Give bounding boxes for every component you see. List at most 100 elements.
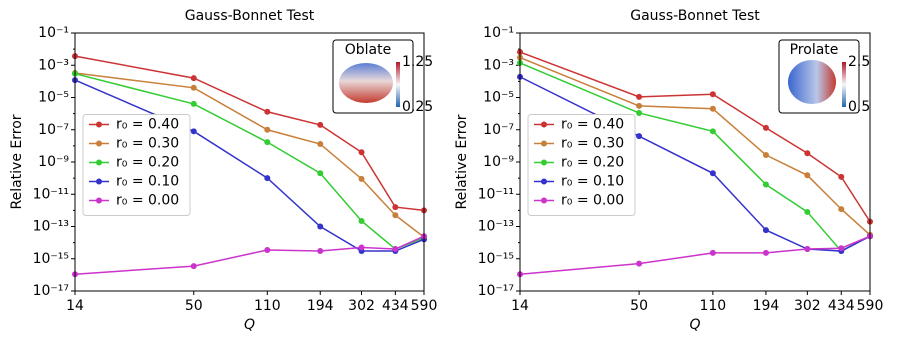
- series-line: [519, 235, 871, 275]
- legend-marker: [96, 121, 102, 128]
- x-tick-label: 50: [185, 298, 203, 314]
- x-tick-label: 14: [66, 298, 84, 314]
- legend-label: r₀ = 0.20: [561, 155, 624, 171]
- legend-marker: [541, 197, 547, 204]
- y-tick-label: 10⁻¹⁷: [478, 283, 514, 299]
- inset-label: Prolate: [790, 42, 839, 58]
- y-tick-label: 10⁻¹: [38, 25, 69, 41]
- y-tick-label: 10⁻³: [483, 57, 514, 73]
- data-point: [709, 249, 716, 256]
- x-axis-label: Q: [689, 317, 700, 333]
- y-axis-label: Relative Error: [9, 114, 25, 209]
- legend-marker: [541, 121, 547, 128]
- legend-marker: [96, 178, 102, 185]
- data-point: [636, 109, 643, 116]
- legend-label: r₀ = 0.00: [116, 193, 179, 209]
- legend-label: r₀ = 0.40: [561, 117, 624, 133]
- legend-marker: [541, 178, 547, 185]
- data-point: [264, 108, 271, 115]
- data-point: [762, 227, 769, 234]
- data-point: [804, 150, 811, 157]
- y-tick-label: 10⁻¹⁵: [478, 251, 514, 267]
- y-tick-label: 10⁻¹⁵: [33, 251, 69, 267]
- data-point: [636, 133, 643, 140]
- inset-shape: [788, 60, 836, 104]
- y-tick-label: 10⁻¹⁷: [33, 283, 69, 299]
- data-point: [392, 204, 399, 211]
- y-tick-label: 10⁻³: [38, 57, 69, 73]
- legend-marker: [96, 197, 102, 204]
- legend-label: r₀ = 0.30: [116, 136, 179, 152]
- inset-label: Oblate: [345, 42, 391, 58]
- legend-marker: [541, 159, 547, 166]
- series-line: [74, 235, 425, 275]
- colorbar-label: 1.25: [402, 54, 433, 70]
- colorbar-label: 2.5: [848, 54, 870, 70]
- chart-title: Gauss-Bonnet Test: [185, 8, 315, 24]
- data-point: [264, 175, 271, 182]
- data-point: [358, 217, 365, 224]
- y-tick-label: 10⁻⁵: [483, 90, 514, 106]
- data-point: [264, 139, 271, 146]
- data-point: [317, 223, 324, 230]
- data-point: [358, 244, 365, 251]
- y-tick-label: 10⁻⁷: [38, 122, 69, 138]
- data-point: [317, 248, 324, 255]
- x-tick-label: 50: [630, 298, 648, 314]
- x-tick-label: 194: [753, 298, 780, 314]
- x-tick-label: 434: [828, 298, 855, 314]
- x-tick-label: 590: [411, 298, 438, 314]
- data-point: [709, 105, 716, 112]
- y-tick-label: 10⁻¹³: [478, 219, 514, 235]
- data-point: [804, 246, 811, 253]
- x-tick-label: 302: [794, 298, 821, 314]
- legend-marker: [541, 140, 547, 147]
- y-axis-label: Relative Error: [454, 114, 470, 209]
- data-point: [392, 246, 399, 253]
- y-tick-label: 10⁻⁷: [483, 122, 514, 138]
- data-point: [190, 100, 197, 107]
- inset-shape: [339, 63, 393, 103]
- data-point: [804, 172, 811, 179]
- x-tick-label: 302: [348, 298, 375, 314]
- y-tick-label: 10⁻⁵: [38, 90, 69, 106]
- x-tick-label: 434: [382, 298, 409, 314]
- plot-frame: [74, 32, 425, 292]
- colorbar: [842, 62, 846, 107]
- data-point: [709, 128, 716, 135]
- data-point: [317, 170, 324, 177]
- data-point: [358, 175, 365, 182]
- legend-marker: [96, 140, 102, 147]
- data-point: [838, 245, 845, 252]
- y-tick-label: 10⁻⁹: [38, 154, 69, 170]
- x-axis-label: Q: [244, 317, 255, 333]
- legend-label: r₀ = 0.20: [116, 155, 179, 171]
- data-point: [636, 93, 643, 100]
- data-point: [838, 206, 845, 213]
- data-point: [636, 260, 643, 267]
- legend-marker: [96, 159, 102, 166]
- data-point: [762, 124, 769, 131]
- legend-label: r₀ = 0.30: [561, 136, 624, 152]
- legend-box: [82, 114, 191, 216]
- data-point: [264, 246, 271, 253]
- legend-label: r₀ = 0.40: [116, 117, 179, 133]
- y-tick-label: 10⁻⁹: [483, 154, 514, 170]
- data-point: [392, 212, 399, 219]
- data-point: [838, 173, 845, 180]
- plot-frame: [519, 32, 871, 292]
- data-point: [762, 249, 769, 256]
- y-tick-label: 10⁻¹¹: [33, 186, 69, 202]
- y-tick-label: 10⁻¹: [483, 25, 514, 41]
- chart-title: Gauss-Bonnet Test: [630, 8, 760, 24]
- x-tick-label: 110: [699, 298, 726, 314]
- data-point: [709, 91, 716, 98]
- data-point: [317, 121, 324, 128]
- legend-label: r₀ = 0.00: [561, 193, 624, 209]
- data-point: [804, 208, 811, 215]
- x-tick-label: 194: [307, 298, 334, 314]
- data-point: [190, 84, 197, 91]
- data-point: [762, 181, 769, 188]
- data-point: [190, 263, 197, 270]
